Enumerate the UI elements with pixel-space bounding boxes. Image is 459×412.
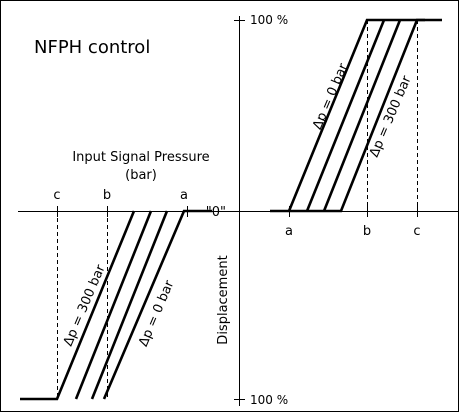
input-signal-pressure-unit: (bar) [125,168,157,183]
right-marker-c-label: c [413,224,420,239]
input-signal-pressure-label: Input Signal Pressure [72,150,209,165]
displacement-label: Displacement [216,255,231,344]
bottom-100-percent-label: 100 % [250,393,288,407]
top-100-percent-label: 100 % [250,13,288,27]
left-marker-b-label: b [103,188,111,203]
left-marker-a-label: a [180,188,188,203]
right-marker-b-label: b [363,224,371,239]
left-marker-c-label: c [53,188,60,203]
right-marker-a-label: a [285,224,293,239]
diagram-title: NFPH control [34,37,150,58]
zero-label: "0" [206,205,226,220]
